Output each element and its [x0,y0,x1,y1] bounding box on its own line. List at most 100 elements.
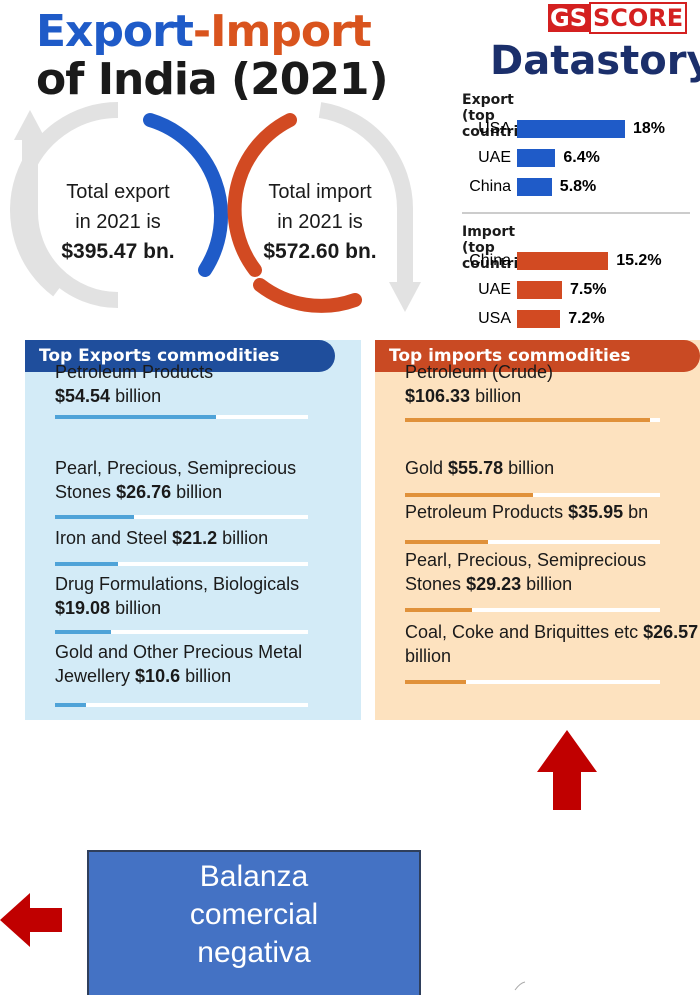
commodity-unit: billion [405,646,452,666]
import-arc [253,278,362,313]
commodity-name: Petroleum Products [55,362,214,382]
commodity-name: Gold [405,458,444,478]
total-export: Total export in 2021 is $395.47 bn. [18,177,218,267]
commodity-unit: billion [526,574,573,594]
import-arc [227,113,297,277]
panel-heading: Top Exports commodities [25,340,335,372]
brand-top: GS SCORE [548,2,688,34]
country-value: 15.2% [616,252,662,269]
country-value: 18% [633,120,666,137]
title-export: Export [36,6,194,57]
title: Export-Import [36,6,372,57]
text: Total export [66,181,170,203]
commodity-name: Pearl, Precious, Semiprecious Stones [55,458,297,502]
country-bar [517,252,609,270]
note-text: Balanza comercial negativa [189,860,319,969]
commodity: Drug Formulations, Biologicals $19.08 bi… [55,572,355,620]
commodity-unit: billion [508,458,555,478]
commodity-name: Gold and Other Precious Metal Jewellery [55,642,303,686]
commodity-bar [405,608,473,612]
note-box [87,850,421,995]
bar-track [405,540,660,544]
left-arrow [0,893,62,947]
commodity-amount: $106.33 [405,386,471,406]
bar-track [55,703,308,707]
commodity: Pearl, Precious, Semiprecious Stones $26… [55,456,355,504]
commodity-name: Coal, Coke and Briquittes etc [405,622,639,642]
commodity-unit: bn [628,502,649,522]
grey-arrow [14,110,46,140]
export-arc [143,113,229,277]
commodity-amount: $29.23 [466,574,522,594]
bar-track [55,562,308,566]
country-bar [517,281,562,299]
brand-score: SCORE [588,2,688,34]
text: in 2021 is [75,211,161,233]
commodity-amount: $26.57 [643,622,699,642]
commodity: Gold $55.78 billion [405,456,700,480]
amount: $395.47 bn. [61,240,175,263]
note: Balanza comercial negativa [88,858,420,972]
brand-name: Datastory [490,38,700,84]
commodity-bar [55,703,87,707]
country-value: 7.5% [570,281,607,298]
commodity-bar [55,630,112,634]
commodity-bar [405,493,534,497]
commodity-bar [405,540,488,544]
country-value: 7.2% [568,310,605,327]
commodity: Petroleum Products $35.95 bn [405,500,700,524]
imports-panel [375,340,700,720]
commodity-unit: billion [176,482,223,502]
country-name: USA [478,310,511,327]
commodity-name: Petroleum Products [405,502,564,522]
commodity-bar [55,515,134,519]
commodity-unit: billion [475,386,522,406]
country-bar [517,120,625,138]
commodity: Petroleum Products $54.54 billion [55,360,355,408]
commodity-amount: $54.54 [55,386,111,406]
total-import: Total import in 2021 is $572.60 bn. [220,177,420,267]
commodity-amount: $19.08 [55,598,111,618]
title-line2: of India (2021) [36,54,389,105]
brand-gs: GS [548,4,589,32]
grey-arc [21,140,119,308]
commodity-bar [405,680,467,684]
mark [514,981,526,991]
country-value: 6.4% [563,149,600,166]
up-arrow [537,730,597,810]
commodity: Iron and Steel $21.2 billion [55,526,355,550]
country-name: UAE [478,281,511,298]
bar-track [55,515,308,519]
commodity-name: Petroleum (Crude) [405,362,554,382]
commodity-bar [55,562,118,566]
commodity-amount: $26.76 [116,482,172,502]
commodity-amount: $21.2 [172,528,218,548]
text: Total import [268,181,372,203]
commodity-unit: billion [115,386,162,406]
country-name: USA [478,120,511,137]
country-value: 5.8% [559,178,597,195]
bar-track [405,608,660,612]
bar-track [405,680,660,684]
commodity-name: Drug Formulations, Biologicals [55,574,300,594]
country-name: China [469,178,511,195]
commodity-unit: billion [222,528,269,548]
text: in 2021 is [277,211,363,233]
commodity-amount: $55.78 [448,458,504,478]
panel: Top imports commodities Petroleum (Crude)… [375,340,700,720]
commodity-name: Pearl, Precious, Semiprecious Stones [405,550,647,594]
country-bar [517,310,561,328]
panel: Top Exports commodities Petroleum Product… [25,340,361,720]
country-name: China [469,252,511,269]
amount: $572.60 bn. [263,240,377,263]
commodity: Gold and Other Precious Metal Jewellery … [55,640,355,688]
commodity-amount: $35.95 [568,502,624,522]
panel-heading: Top imports commodities [375,340,700,372]
commodity-unit: billion [185,666,232,686]
grey-arc [318,102,414,285]
exports-panel [25,340,361,720]
country-bar [517,178,552,196]
bar-track [55,630,308,634]
